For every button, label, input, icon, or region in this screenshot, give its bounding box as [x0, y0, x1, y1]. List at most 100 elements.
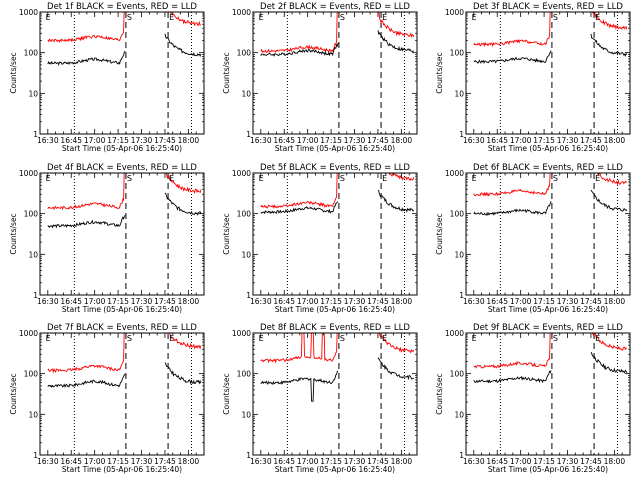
x-tick-label: 17:00: [510, 457, 532, 466]
event-marker-label: E: [472, 174, 477, 183]
x-tick-label: 18:00: [391, 457, 413, 466]
y-tick-label: 1000: [19, 169, 38, 178]
y-tick-label: 1000: [445, 329, 464, 338]
events-series-line: [473, 189, 628, 217]
x-tick-label: 17:30: [344, 457, 366, 466]
event-marker-label: E: [259, 334, 264, 343]
event-marker-label: E: [595, 174, 600, 183]
y-tick-label: 1000: [232, 8, 251, 17]
event-marker-label: E: [46, 334, 51, 343]
y-tick-label: 1: [246, 130, 251, 139]
events-series-line: [260, 30, 415, 57]
y-tick-label: 10: [454, 250, 464, 259]
x-tick-label: 16:30: [463, 457, 485, 466]
panel-title: Det 4f BLACK = Events, RED = LLD: [47, 163, 197, 173]
x-tick-label: 17:30: [131, 297, 153, 306]
lld-series-line: [473, 12, 628, 48]
events-series-line: [47, 192, 202, 229]
event-marker-label: S: [553, 334, 558, 343]
x-axis-label: Start Time (05-Apr-06 16:25:40): [62, 305, 182, 314]
x-tick-label: 18:00: [178, 457, 200, 466]
x-tick-label: 17:45: [154, 136, 176, 145]
events-series-line: [47, 33, 202, 66]
panel-title: Det 5f BLACK = Events, RED = LLD: [260, 163, 410, 173]
x-tick-label: 17:15: [533, 136, 555, 145]
y-tick-label: 10: [241, 250, 251, 259]
x-tick-label: 16:45: [273, 297, 295, 306]
lld-series-line: [47, 173, 202, 211]
event-marker-label: E: [169, 334, 174, 343]
event-marker-label: E: [472, 13, 477, 22]
x-tick-label: 17:00: [510, 136, 532, 145]
y-tick-label: 100: [24, 49, 39, 58]
event-marker-label: S: [553, 174, 558, 183]
y-tick-label: 10: [28, 89, 38, 98]
events-series-line: [473, 351, 628, 384]
lld-series-line: [260, 333, 415, 364]
plot-frame: [252, 172, 418, 296]
x-tick-label: 16:45: [60, 136, 82, 145]
detector-panel: Det 8f BLACK = Events, RED = LLD 1 10 100 10…: [222, 323, 418, 474]
x-tick-label: 17:45: [367, 136, 389, 145]
x-axis-label: Start Time (05-Apr-06 16:25:40): [62, 465, 182, 474]
x-axis-label: Start Time (05-Apr-06 16:25:40): [488, 465, 608, 474]
x-tick-label: 18:00: [391, 297, 413, 306]
x-tick-label: 17:00: [297, 136, 319, 145]
event-marker-label: E: [595, 13, 600, 22]
x-axis-label: Start Time (05-Apr-06 16:25:40): [275, 305, 395, 314]
detector-panel: Det 9f BLACK = Events, RED = LLD 1 10 100 10…: [435, 323, 631, 474]
x-tick-label: 17:15: [107, 136, 129, 145]
plot-frame: [39, 332, 205, 456]
y-tick-label: 1000: [19, 8, 38, 17]
y-tick-label: 100: [237, 210, 252, 219]
y-tick-label: 1: [33, 451, 38, 460]
x-tick-label: 17:00: [297, 297, 319, 306]
event-marker-label: S: [127, 334, 132, 343]
x-tick-label: 17:15: [320, 297, 342, 306]
y-tick-label: 100: [24, 370, 39, 379]
detector-panel: Det 6f BLACK = Events, RED = LLD 1 10 100 10…: [435, 163, 631, 314]
y-tick-label: 1: [246, 451, 251, 460]
x-tick-label: 16:30: [250, 136, 272, 145]
y-tick-label: 10: [454, 410, 464, 419]
y-tick-label: 1000: [19, 329, 38, 338]
y-axis-label: Counts/sec: [222, 213, 231, 254]
y-tick-label: 1000: [445, 8, 464, 17]
x-tick-label: 17:45: [154, 297, 176, 306]
detector-panel: Det 3f BLACK = Events, RED = LLD 1 10 100 10…: [435, 2, 631, 153]
lld-series-line: [47, 333, 202, 374]
y-axis-label: Counts/sec: [9, 373, 18, 414]
lld-series-line: [473, 173, 628, 197]
x-tick-label: 17:15: [533, 457, 555, 466]
x-tick-label: 17:15: [533, 297, 555, 306]
lld-series-line: [260, 173, 415, 209]
x-tick-label: 16:30: [250, 457, 272, 466]
lld-series-line: [260, 12, 415, 54]
x-tick-label: 17:45: [580, 136, 602, 145]
panel-title: Det 7f BLACK = Events, RED = LLD: [47, 323, 197, 333]
y-tick-label: 10: [28, 250, 38, 259]
x-tick-label: 16:45: [486, 457, 508, 466]
event-marker-label: S: [553, 13, 558, 22]
panel-title: Det 2f BLACK = Events, RED = LLD: [260, 2, 410, 12]
y-axis-label: Counts/sec: [9, 52, 18, 93]
x-tick-label: 17:45: [580, 457, 602, 466]
x-tick-label: 17:15: [107, 297, 129, 306]
event-marker-label: E: [382, 334, 387, 343]
x-tick-label: 16:45: [486, 297, 508, 306]
lld-series-line: [473, 333, 628, 369]
y-tick-label: 10: [454, 89, 464, 98]
y-tick-label: 10: [28, 410, 38, 419]
detector-panel: Det 2f BLACK = Events, RED = LLD 1 10 100 10…: [222, 2, 418, 153]
x-tick-label: 17:30: [557, 297, 579, 306]
x-tick-label: 16:30: [463, 297, 485, 306]
x-tick-label: 16:30: [250, 297, 272, 306]
y-axis-label: Counts/sec: [9, 213, 18, 254]
x-tick-label: 17:30: [131, 136, 153, 145]
event-marker-label: S: [340, 13, 345, 22]
x-tick-label: 18:00: [604, 136, 626, 145]
x-tick-label: 17:00: [84, 297, 106, 306]
x-tick-label: 16:45: [60, 297, 82, 306]
x-tick-label: 17:15: [320, 457, 342, 466]
